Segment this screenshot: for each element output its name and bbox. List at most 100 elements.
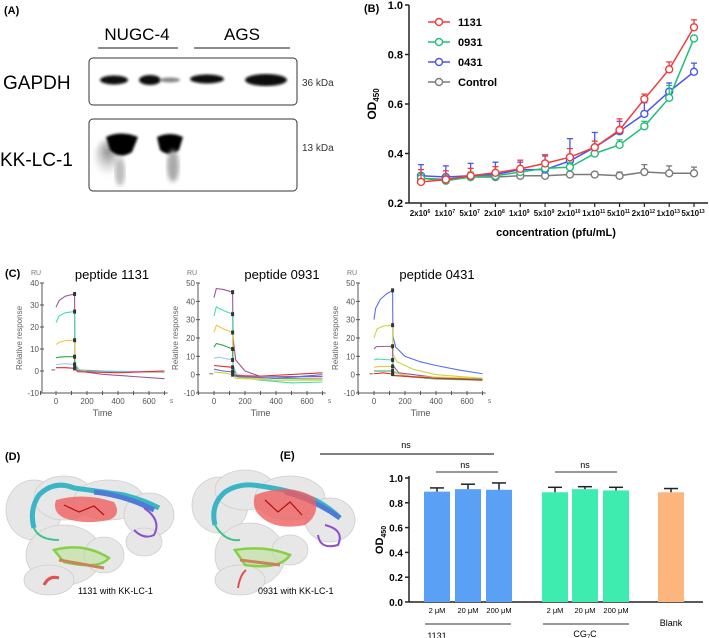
- protein-structure-1131: [5, 475, 175, 596]
- y-tick-label: 30: [30, 301, 39, 310]
- y-tick-label: 0.6: [388, 99, 403, 111]
- subplot-title: peptide 0931: [244, 267, 319, 282]
- panel-label-a: (A): [4, 5, 20, 17]
- y-tick-label: 0.8: [389, 499, 403, 510]
- injection-end-marker: [231, 347, 235, 351]
- y-tick-label: 1.0: [389, 474, 403, 485]
- x-tick-label: 5x109: [534, 209, 555, 218]
- protein-structure-0931: [191, 469, 356, 596]
- y-tick-label: 10: [346, 352, 355, 361]
- band: [139, 75, 161, 85]
- sensorgram-2: peptide 0931 RU Relative response -10 0 10 20 3…: [171, 267, 332, 418]
- y-tick-label: 0: [351, 371, 356, 380]
- bar-label: 200 μM: [486, 606, 511, 615]
- data-point: [640, 109, 649, 119]
- y-tick-label: 40: [346, 297, 355, 306]
- band: [160, 77, 180, 83]
- y-unit-label: RU: [187, 270, 197, 277]
- structure-caption-0931: 0931 with KK-LC-1: [258, 586, 334, 596]
- panel-e-bar-chart: (E) OD450 ns ns ns 1131 CG7C 0.0 0.2 0.4 0.…: [280, 440, 703, 638]
- legend-label-control: Control: [458, 77, 497, 89]
- legend-label-0931: 0931: [458, 37, 482, 49]
- sensorgram-curve: [213, 287, 323, 378]
- sensorgram-curve: [56, 367, 165, 374]
- gapdh-bands: [100, 74, 287, 86]
- data-point: [615, 125, 624, 135]
- panel-label-b: (B): [364, 3, 380, 15]
- x-tick-label: 0: [212, 397, 217, 406]
- y-unit-label: RU: [347, 270, 357, 277]
- x-axis-label: Time: [411, 408, 431, 418]
- y-tick-label: 0.0: [389, 598, 403, 609]
- y-tick-label: 30: [186, 316, 195, 325]
- y-tick-label: 0.8: [388, 50, 403, 62]
- data-point: [466, 171, 475, 180]
- sensorgram-curve: [213, 342, 323, 379]
- y-tick-label: 20: [30, 323, 39, 332]
- injection-end-marker: [391, 372, 395, 377]
- injection-end-marker: [73, 366, 77, 371]
- y-tick-label: 0.2: [389, 573, 403, 584]
- bar: [603, 490, 629, 602]
- x-tick-label: 5x1013: [681, 209, 705, 218]
- panel-a-western-blot: (A) NUGC-4 AGS GAPDH 36 kDa KK-LC-1 13 k…: [0, 5, 334, 192]
- data-point: [590, 170, 599, 179]
- x-axis-label: Time: [93, 408, 113, 418]
- data-point: [615, 171, 624, 180]
- data-point: [640, 167, 649, 177]
- group-label-nugc4: NUGC-4: [104, 25, 169, 44]
- injection-end-marker: [391, 344, 395, 349]
- x-tick-label: 0: [54, 397, 59, 406]
- y-tick-label: 0.2: [388, 198, 403, 210]
- injection-end-marker: [73, 362, 77, 367]
- y-tick-label: 10: [186, 352, 195, 361]
- injection-end-marker: [391, 369, 395, 373]
- band: [106, 133, 138, 156]
- significance-label-1131: ns: [460, 460, 470, 470]
- blot-size-kklc1: 13 kDa: [302, 143, 334, 154]
- injection-end-marker: [231, 369, 235, 374]
- group-label-1131: 1131: [427, 631, 446, 638]
- bar: [572, 489, 598, 602]
- legend-marker: [434, 57, 444, 67]
- data-point: [689, 23, 699, 32]
- y-axis-label: Relative response: [171, 305, 180, 370]
- smear: [115, 158, 125, 186]
- panel-label-d: (D): [5, 451, 21, 463]
- panel-label-c: (C): [5, 268, 21, 280]
- y-tick-label: 20: [186, 334, 195, 343]
- series-line-1131: [420, 26, 695, 183]
- blot-label-gapdh: GAPDH: [3, 73, 71, 94]
- injection-end-marker: [73, 292, 77, 296]
- data-point: [565, 153, 575, 162]
- group-label-ags: AGS: [224, 25, 260, 44]
- y-tick-label: -10: [27, 389, 39, 398]
- x-tick-label: 400: [111, 397, 125, 406]
- data-point: [565, 162, 575, 172]
- x-tick-label: 2x108: [484, 209, 505, 218]
- x-tick-label: 1x1011: [582, 209, 605, 218]
- blot-label-kklc1: KK-LC-1: [0, 150, 73, 171]
- legend-marker: [434, 17, 444, 27]
- injection-end-marker: [391, 288, 395, 293]
- data-point: [689, 67, 699, 77]
- sensorgram-curve: [373, 289, 483, 375]
- band: [100, 75, 128, 85]
- blot-membrane-kklc1: [88, 118, 298, 192]
- bar: [486, 489, 512, 602]
- y-tick-label: 20: [346, 334, 355, 343]
- injection-end-marker: [231, 312, 235, 317]
- x-tick-label: 2x1010: [557, 209, 581, 218]
- legend-marker: [434, 77, 444, 87]
- data-point: [416, 177, 426, 187]
- legend-label-1131: 1131: [458, 17, 482, 29]
- y-axis-label: Relative response: [331, 305, 340, 370]
- band: [190, 74, 224, 84]
- bar: [658, 492, 684, 602]
- x-tick-label: 200: [238, 397, 252, 406]
- y-tick-label: 0: [191, 371, 196, 380]
- bar-label: 2 μM: [547, 606, 564, 615]
- y-tick-label: 10: [30, 345, 39, 354]
- injection-end-marker: [73, 338, 77, 343]
